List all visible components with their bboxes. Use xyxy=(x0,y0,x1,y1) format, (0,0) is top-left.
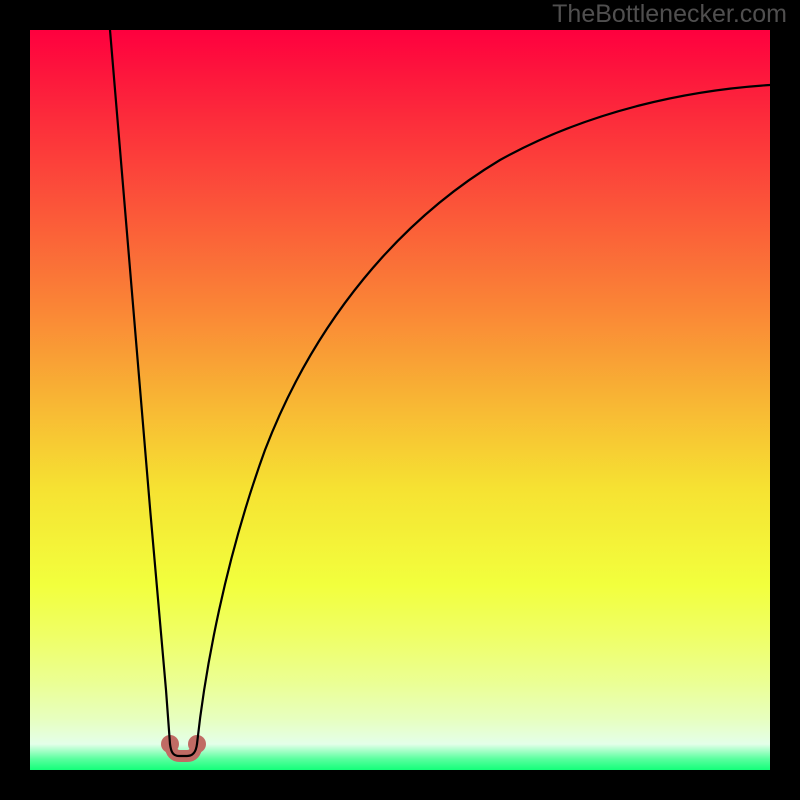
watermark-text: TheBottlenecker.com xyxy=(552,0,787,29)
chart-stage: TheBottlenecker.com xyxy=(0,0,800,800)
plot-area xyxy=(30,30,770,770)
curve-right-branch xyxy=(197,85,770,744)
curve-left-branch xyxy=(110,30,170,744)
curve-layer xyxy=(30,30,770,770)
